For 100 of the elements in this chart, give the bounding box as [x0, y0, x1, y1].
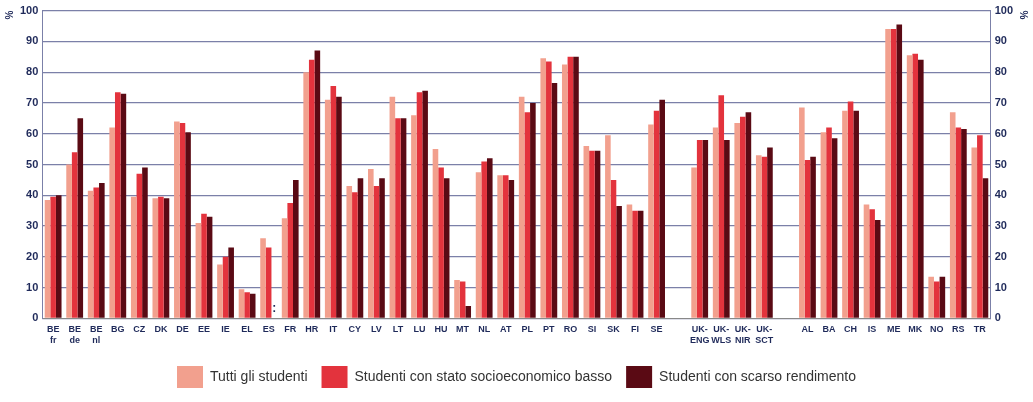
bar: [260, 238, 266, 318]
y2-axis-title: %: [1018, 10, 1030, 20]
x-tick-label: HU: [434, 324, 448, 335]
bar: [293, 179, 299, 318]
bar: [767, 147, 773, 318]
bar: [99, 182, 105, 318]
bar: [561, 64, 568, 318]
x-tick-label: NO: [930, 324, 944, 335]
bar: [324, 99, 331, 318]
bar: [502, 175, 509, 318]
x-tick-label: PT: [543, 324, 556, 335]
bar: [201, 213, 207, 318]
x-tick-label: IT: [329, 324, 338, 335]
bar: [142, 167, 148, 318]
bar: [632, 210, 638, 318]
y2-tick-label: 70: [994, 95, 1007, 108]
bar: [869, 209, 875, 318]
x-tick-label: LV: [370, 324, 382, 335]
y2-tick-label: 20: [994, 249, 1007, 262]
bar: [734, 122, 740, 318]
bar: [810, 156, 816, 318]
bar: [174, 121, 180, 318]
bar: [648, 124, 654, 318]
bar: [933, 281, 940, 318]
bar: [379, 178, 385, 318]
bar: [971, 147, 978, 318]
bar: [524, 112, 531, 318]
y-tick-label: 70: [26, 95, 39, 108]
x-tick-label: FR: [284, 324, 297, 335]
y-tick-label: 60: [26, 126, 39, 139]
bar: [228, 247, 234, 318]
x-tick-label: LU: [413, 324, 426, 335]
bar: [982, 178, 989, 318]
x-tick-label: BA: [822, 324, 837, 335]
x-tick-label: FI: [631, 324, 640, 335]
x-tick-label: MT: [456, 324, 470, 335]
bar: [928, 276, 934, 318]
y-tick-label: 30: [26, 219, 39, 232]
x-tick-label: MK: [908, 324, 923, 335]
bar: [546, 61, 552, 318]
bar: [842, 110, 848, 318]
bar: [573, 56, 579, 318]
bar: [465, 306, 472, 318]
bar: [158, 196, 164, 318]
x-tick-label: ME: [886, 324, 901, 335]
bar: [659, 99, 665, 318]
bar: [55, 195, 62, 318]
bar: [718, 95, 725, 318]
legend-label: Tutti gli studenti: [209, 367, 308, 384]
y-tick-label: 10: [26, 280, 39, 293]
x-tick-label: CH: [844, 324, 858, 335]
bar: [114, 92, 121, 318]
x-tick-label: HR: [305, 324, 319, 335]
x-tick-label: UK- NIR: [734, 324, 752, 346]
bar: [109, 127, 115, 318]
y2-tick-label: 30: [994, 219, 1007, 232]
bar: [702, 139, 709, 318]
x-tick-label: EL: [241, 324, 254, 335]
bar: [724, 139, 730, 318]
x-tick-label: NL: [478, 324, 491, 335]
bar: [977, 135, 983, 318]
x-tick-label: DE: [176, 324, 189, 335]
y2-tick-label: 90: [994, 34, 1007, 47]
bar: [287, 202, 293, 318]
bar: [459, 281, 466, 318]
x-tick-label: UK- SCT: [755, 324, 774, 346]
bar: [395, 118, 401, 318]
bar: [308, 59, 315, 318]
bar: [238, 289, 245, 318]
x-tick-label: RS: [952, 324, 965, 335]
bar: [755, 155, 762, 318]
bar: [163, 198, 170, 318]
x-tick-label: AT: [500, 324, 512, 335]
x-tick-label: SI: [587, 324, 597, 335]
x-tick-label: AL: [801, 324, 814, 335]
bar: [303, 72, 309, 318]
x-tick-label: BG: [111, 324, 125, 335]
bar: [918, 59, 924, 318]
bar: [152, 198, 159, 318]
x-tick-label: EE: [197, 324, 210, 335]
bar: [438, 167, 444, 318]
bar: [826, 127, 832, 318]
bar: [346, 186, 353, 318]
bar: [540, 58, 547, 318]
bar: [530, 102, 536, 318]
bar: [443, 178, 450, 318]
x-tick-label: BE fr: [46, 324, 60, 346]
y-axis-title: %: [3, 10, 15, 20]
bar: [885, 29, 891, 318]
x-tick-label: UK- ENG: [689, 324, 710, 346]
bar: [336, 96, 342, 318]
x-tick-label: UK- WLS: [711, 324, 732, 346]
y-tick-label: 80: [26, 65, 39, 78]
bar: [874, 219, 881, 318]
x-tick-label: ES: [262, 324, 275, 335]
bar: [799, 107, 805, 318]
bar: [66, 164, 72, 318]
x-tick-label: SK: [607, 324, 621, 335]
x-tick-label: RO: [563, 324, 578, 335]
bar: [357, 178, 364, 318]
